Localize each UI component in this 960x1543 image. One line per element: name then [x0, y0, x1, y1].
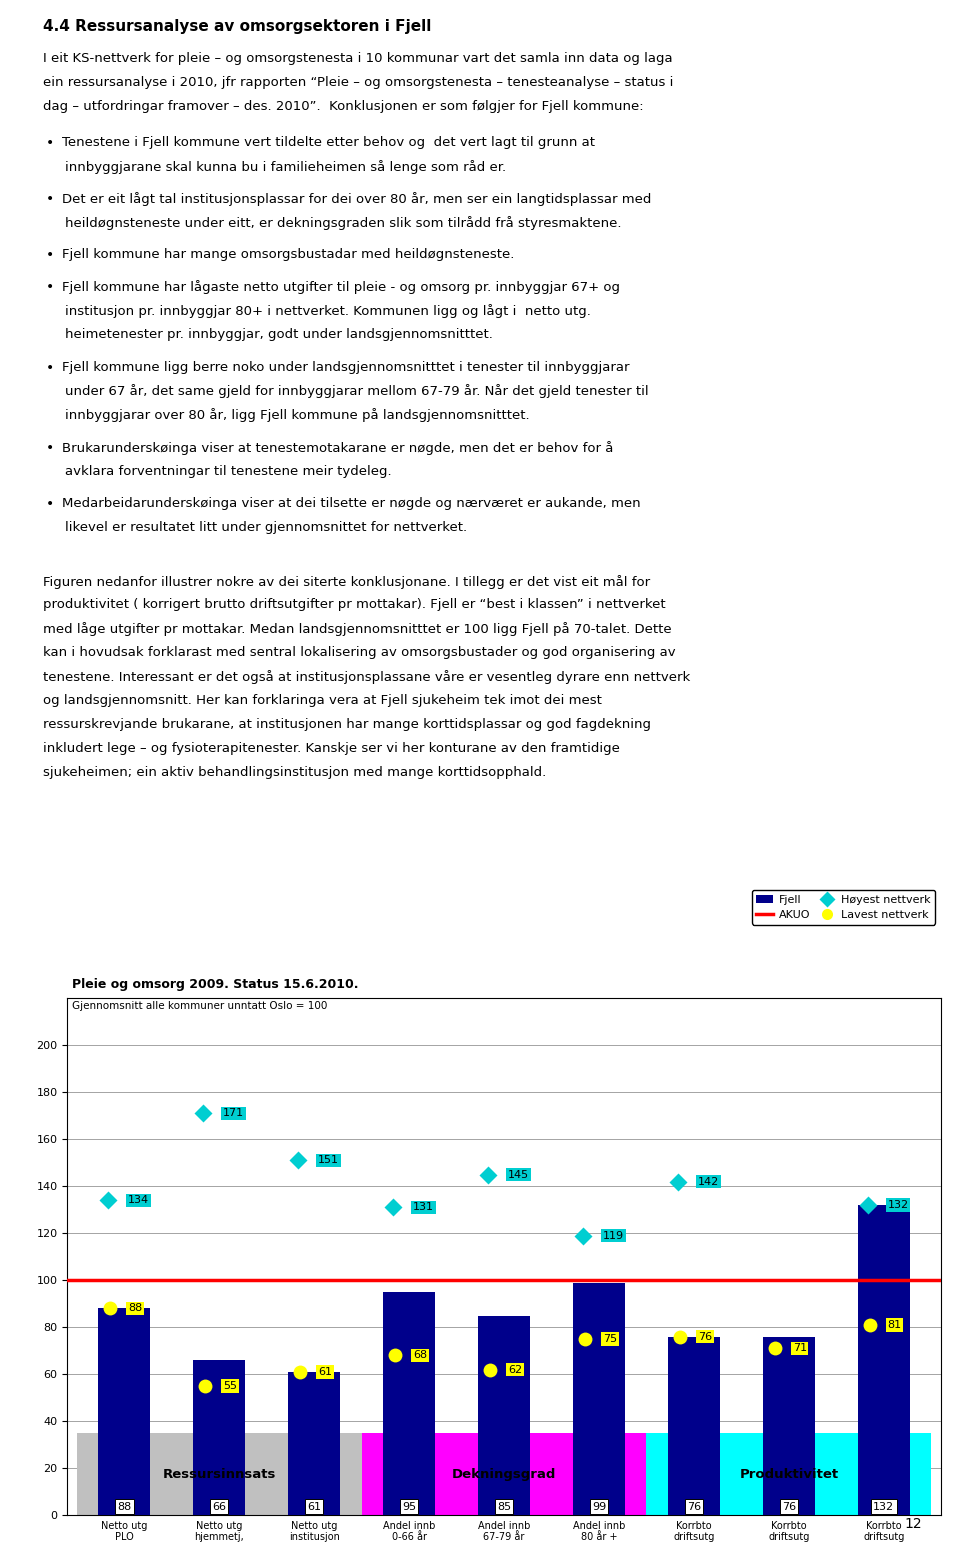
Bar — [288, 1372, 340, 1515]
Text: Pleie og omsorg 2009. Status 15.6.2010.: Pleie og omsorg 2009. Status 15.6.2010. — [72, 978, 358, 991]
Text: 61: 61 — [307, 1501, 321, 1512]
Text: Fjell kommune har mange omsorgsbustadar med heildøgnsteneste.: Fjell kommune har mange omsorgsbustadar … — [62, 248, 515, 261]
Text: •: • — [46, 441, 55, 455]
Text: institusjon pr. innbyggjar 80+ i nettverket. Kommunen ligg og lågt i  netto utg.: institusjon pr. innbyggjar 80+ i nettver… — [65, 304, 591, 318]
Text: 76: 76 — [698, 1332, 711, 1342]
Bar — [478, 1316, 530, 1515]
Text: Gjennomsnitt alle kommuner unntatt Oslo = 100: Gjennomsnitt alle kommuner unntatt Oslo … — [72, 1001, 327, 1011]
Text: 4.4 Ressursanalyse av omsorgsektoren i Fjell: 4.4 Ressursanalyse av omsorgsektoren i F… — [43, 19, 432, 34]
Text: Brukarunderskøinga viser at tenestemotakarane er nøgde, men det er behov for å: Brukarunderskøinga viser at tenestemotak… — [62, 441, 613, 455]
Text: 71: 71 — [793, 1344, 806, 1353]
Bar — [668, 1336, 720, 1515]
Text: 81: 81 — [888, 1319, 901, 1330]
Text: •: • — [46, 136, 55, 150]
Text: Dekningsgrad: Dekningsgrad — [452, 1467, 556, 1481]
Text: inkludert lege – og fysioterapitenester. Kanskje ser vi her konturane av den fra: inkludert lege – og fysioterapitenester.… — [43, 742, 620, 755]
Text: 88: 88 — [128, 1304, 142, 1313]
Legend: Fjell, AKUO, Høyest nettverk, Lavest nettverk: Fjell, AKUO, Høyest nettverk, Lavest net… — [752, 890, 935, 924]
Text: Produktivitet: Produktivitet — [739, 1467, 838, 1481]
Text: •: • — [46, 361, 55, 375]
Text: •: • — [46, 248, 55, 262]
Text: 142: 142 — [698, 1177, 719, 1187]
Text: 134: 134 — [128, 1196, 149, 1205]
Text: Fjell kommune har lågaste netto utgifter til pleie - og omsorg pr. innbyggjar 67: Fjell kommune har lågaste netto utgifter… — [62, 281, 620, 295]
Text: 76: 76 — [781, 1501, 796, 1512]
Bar — [857, 1205, 910, 1515]
Text: ein ressursanalyse i 2010, jfr rapporten “Pleie – og omsorgstenesta – tenesteana: ein ressursanalyse i 2010, jfr rapporten… — [43, 76, 674, 89]
Text: 85: 85 — [497, 1501, 511, 1512]
Text: •: • — [46, 191, 55, 205]
Text: avklara forventningar til tenestene meir tydeleg.: avklara forventningar til tenestene meir… — [65, 464, 392, 478]
Text: 145: 145 — [508, 1170, 529, 1179]
Text: 151: 151 — [318, 1156, 339, 1165]
Text: dag – utfordringar framover – des. 2010”.  Konklusjonen er som følgjer for Fjell: dag – utfordringar framover – des. 2010”… — [43, 100, 644, 113]
Text: 76: 76 — [686, 1501, 701, 1512]
Text: I eit KS-nettverk for pleie – og omsorgstenesta i 10 kommunar vart det samla inn: I eit KS-nettverk for pleie – og omsorgs… — [43, 52, 673, 65]
Text: 75: 75 — [603, 1335, 617, 1344]
Text: under 67 år, det same gjeld for innbyggjarar mellom 67-79 år. Når det gjeld tene: under 67 år, det same gjeld for innbyggj… — [65, 384, 649, 398]
Text: heimetenester pr. innbyggjar, godt under landsgjennomsnitttet.: heimetenester pr. innbyggjar, godt under… — [65, 329, 493, 341]
Text: 119: 119 — [603, 1231, 624, 1241]
Text: 132: 132 — [888, 1200, 909, 1210]
Text: Medarbeidarunderskøinga viser at dei tilsette er nøgde og nærværet er aukande, m: Medarbeidarunderskøinga viser at dei til… — [62, 497, 641, 509]
Bar — [646, 1433, 931, 1515]
Text: innbyggjarar over 80 år, ligg Fjell kommune på landsgjennomsnitttet.: innbyggjarar over 80 år, ligg Fjell komm… — [65, 409, 530, 423]
Text: Figuren nedanfor illustrer nokre av dei siterte konklusjonane. I tillegg er det : Figuren nedanfor illustrer nokre av dei … — [43, 574, 650, 588]
Text: kan i hovudsak forklarast med sentral lokalisering av omsorgsbustader og god org: kan i hovudsak forklarast med sentral lo… — [43, 647, 676, 659]
Text: Det er eit lågt tal institusjonsplassar for dei over 80 år, men ser ein langtids: Det er eit lågt tal institusjonsplassar … — [62, 191, 652, 205]
Text: •: • — [46, 281, 55, 295]
Text: Tenestene i Fjell kommune vert tildelte etter behov og  det vert lagt til grunn : Tenestene i Fjell kommune vert tildelte … — [62, 136, 595, 148]
Text: ressurskrevjande brukarane, at institusjonen har mange korttidsplassar og god fa: ressurskrevjande brukarane, at institusj… — [43, 717, 651, 731]
Text: 95: 95 — [402, 1501, 416, 1512]
Bar — [77, 1433, 362, 1515]
Text: 66: 66 — [212, 1501, 227, 1512]
Text: 68: 68 — [413, 1350, 427, 1361]
Text: og landsgjennomsnitt. Her kan forklaringa vera at Fjell sjukeheim tek imot dei m: og landsgjennomsnitt. Her kan forklaring… — [43, 694, 602, 707]
Bar — [98, 1308, 151, 1515]
Text: 99: 99 — [591, 1501, 606, 1512]
Text: heildøgnsteneste under eitt, er dekningsgraden slik som tilrådd frå styresmakten: heildøgnsteneste under eitt, er deknings… — [65, 216, 622, 230]
Bar — [763, 1336, 815, 1515]
Bar — [573, 1282, 625, 1515]
Text: Ressursinnsats: Ressursinnsats — [162, 1467, 276, 1481]
Text: 171: 171 — [223, 1108, 244, 1119]
Bar — [193, 1361, 245, 1515]
Text: sjukeheimen; ein aktiv behandlingsinstitusjon med mange korttidsopphald.: sjukeheimen; ein aktiv behandlingsinstit… — [43, 765, 546, 779]
Text: 12: 12 — [904, 1517, 922, 1531]
Text: 61: 61 — [318, 1367, 332, 1376]
Text: 131: 131 — [413, 1202, 434, 1213]
Text: med låge utgifter pr mottakar. Medan landsgjennomsnitttet er 100 ligg Fjell på 7: med låge utgifter pr mottakar. Medan lan… — [43, 622, 672, 636]
Text: 88: 88 — [117, 1501, 132, 1512]
Text: innbyggjarane skal kunna bu i familieheimen så lenge som råd er.: innbyggjarane skal kunna bu i familiehei… — [65, 159, 507, 174]
Text: 55: 55 — [223, 1381, 237, 1390]
Bar — [362, 1433, 646, 1515]
Bar — [383, 1291, 435, 1515]
Text: tenestene. Interessant er det også at institusjonsplassane våre er vesentleg dyr: tenestene. Interessant er det også at in… — [43, 670, 690, 684]
Text: 132: 132 — [874, 1501, 895, 1512]
Text: •: • — [46, 497, 55, 511]
Text: produktivitet ( korrigert brutto driftsutgifter pr mottakar). Fjell er “best i k: produktivitet ( korrigert brutto driftsu… — [43, 599, 666, 611]
Text: likevel er resultatet litt under gjennomsnittet for nettverket.: likevel er resultatet litt under gjennom… — [65, 520, 468, 534]
Text: 62: 62 — [508, 1364, 522, 1375]
Text: Fjell kommune ligg berre noko under landsgjennomsnitttet i tenester til innbyggj: Fjell kommune ligg berre noko under land… — [62, 361, 630, 373]
